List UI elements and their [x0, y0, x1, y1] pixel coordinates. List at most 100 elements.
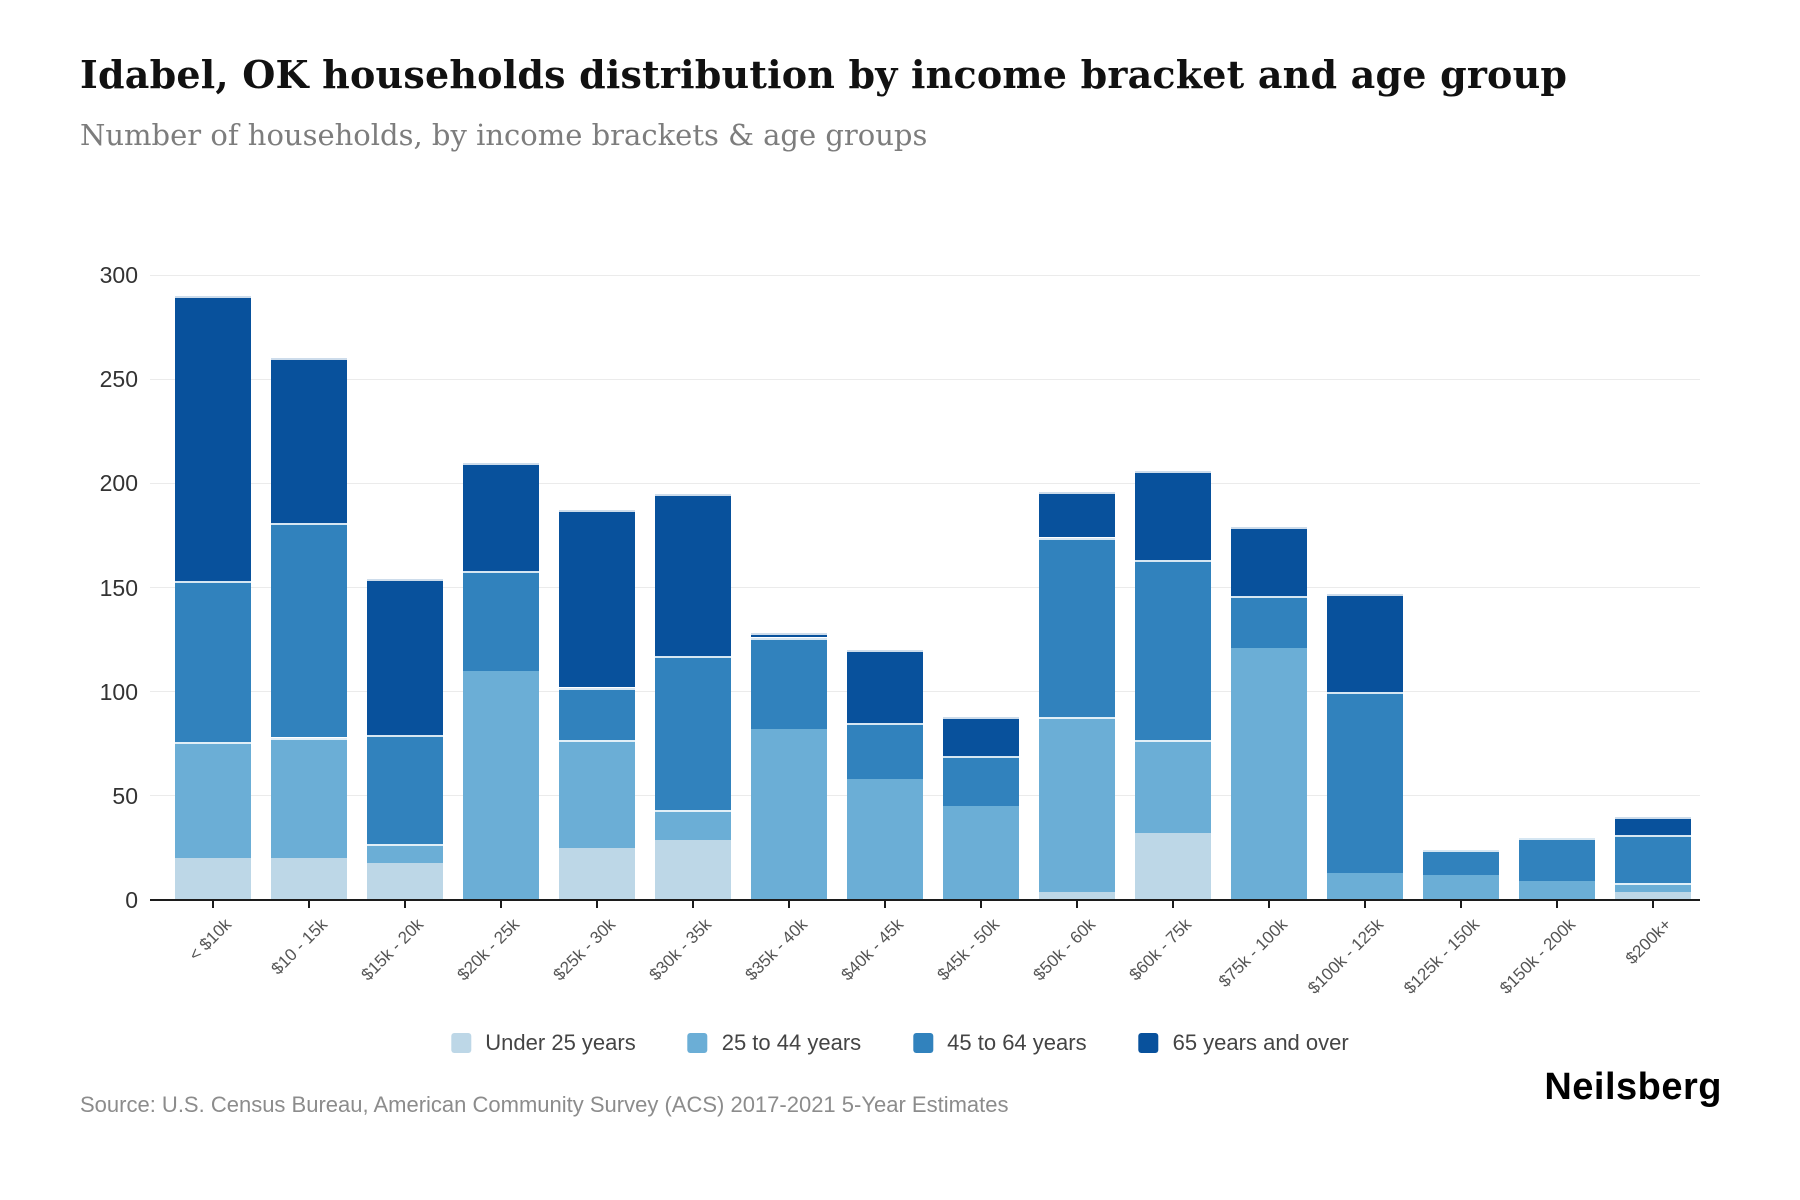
legend-swatch-icon [451, 1033, 472, 1053]
bar-segment-45-to-64-years[interactable] [1615, 835, 1691, 884]
bar-stack-$40k - 45k [847, 0, 923, 900]
bar-stack-$15k - 20k [367, 0, 443, 900]
bar-stack-$125k - 150k [1423, 0, 1499, 900]
bar-segment-under-25-years[interactable] [1039, 891, 1115, 900]
x-axis-tickmark [1364, 901, 1366, 908]
bar-segment-45-to-64-years[interactable] [1231, 595, 1307, 648]
bar-stack-$45k - 50k [943, 0, 1019, 900]
y-axis-tick-200: 200 [99, 470, 138, 497]
bar-segment-45-to-64-years[interactable] [655, 656, 731, 811]
legend: Under 25 years 25 to 44 years 45 to 64 yea… [451, 1030, 1349, 1056]
bar-segment-65-years-and-over[interactable] [175, 295, 251, 582]
bar-segment-25-to-44-years[interactable] [175, 741, 251, 859]
bar-segment-45-to-64-years[interactable] [271, 522, 347, 738]
y-axis-tick-300: 300 [99, 262, 138, 288]
legend-item-under-25-years[interactable]: Under 25 years [451, 1030, 636, 1056]
y-axis-tick-50: 50 [112, 782, 138, 809]
legend-item-65-years-and-over[interactable]: 65 years and over [1138, 1030, 1349, 1056]
bar-segment-under-25-years[interactable] [175, 858, 251, 900]
bar-stack-$150k - 200k [1519, 0, 1595, 900]
bar-segment-65-years-and-over[interactable] [1615, 816, 1691, 836]
bar-stack-$30k - 35k [655, 0, 731, 900]
bar-segment-45-to-64-years[interactable] [1327, 691, 1403, 873]
y-axis-tick-0: 0 [125, 887, 138, 913]
legend-swatch-icon [1138, 1033, 1159, 1053]
bar-segment-45-to-64-years[interactable] [1519, 837, 1595, 882]
bar-segment-45-to-64-years[interactable] [1423, 850, 1499, 875]
bar-segment-45-to-64-years[interactable] [175, 581, 251, 742]
x-axis-tickmark [1076, 901, 1078, 908]
bar-stack-$50k - 60k [1039, 0, 1115, 900]
bar-segment-25-to-44-years[interactable] [559, 739, 635, 848]
bar-segment-25-to-44-years[interactable] [1327, 872, 1403, 900]
bar-segment-25-to-44-years[interactable] [1615, 883, 1691, 892]
bar-segment-25-to-44-years[interactable] [463, 670, 539, 900]
x-axis-tickmark [212, 901, 214, 908]
legend-swatch-icon [687, 1033, 708, 1053]
gridline-y-200 [150, 482, 1700, 484]
bar-segment-25-to-44-years[interactable] [1039, 716, 1115, 892]
bar-segment-under-25-years[interactable] [559, 847, 635, 900]
bar-segment-25-to-44-years[interactable] [1135, 739, 1211, 834]
bar-segment-45-to-64-years[interactable] [367, 735, 443, 844]
chart-subtitle: Number of households, by income brackets… [80, 118, 928, 152]
x-axis-tickmark [404, 901, 406, 908]
bar-segment-25-to-44-years[interactable] [1519, 881, 1595, 900]
bar-segment-25-to-44-years[interactable] [655, 810, 731, 840]
bar-stack-< $10k [175, 0, 251, 900]
gridline-y-150 [150, 587, 1700, 588]
bar-segment-65-years-and-over[interactable] [1327, 593, 1403, 692]
bar-segment-65-years-and-over[interactable] [1231, 527, 1307, 596]
bar-segment-65-years-and-over[interactable] [847, 650, 923, 723]
bar-segment-45-to-64-years[interactable] [943, 756, 1019, 807]
x-axis-tickmark [1652, 901, 1654, 908]
legend-label: 25 to 44 years [721, 1030, 862, 1055]
y-axis-tick-100: 100 [99, 678, 138, 705]
bar-segment-25-to-44-years[interactable] [943, 806, 1019, 900]
bar-segment-65-years-and-over[interactable] [367, 579, 443, 736]
bar-stack-$60k - 75k [1135, 0, 1211, 900]
x-axis-tickmark [1268, 901, 1270, 908]
bar-segment-65-years-and-over[interactable] [751, 633, 827, 638]
bar-segment-45-to-64-years[interactable] [1039, 537, 1115, 717]
source-attribution: Source: U.S. Census Bureau, American Com… [80, 1092, 1009, 1117]
bar-segment-under-25-years[interactable] [271, 858, 347, 900]
bar-segment-25-to-44-years[interactable] [271, 737, 347, 859]
gridline-y-250 [150, 378, 1700, 380]
x-axis-tickmark [788, 901, 790, 908]
bar-segment-25-to-44-years[interactable] [1423, 875, 1499, 900]
bar-segment-65-years-and-over[interactable] [943, 716, 1019, 757]
bar-segment-45-to-64-years[interactable] [559, 687, 635, 740]
bar-segment-65-years-and-over[interactable] [463, 462, 539, 571]
legend-item-45-to-64-years[interactable]: 45 to 64 years [913, 1030, 1087, 1056]
bar-segment-65-years-and-over[interactable] [1135, 470, 1211, 561]
bar-segment-25-to-44-years[interactable] [751, 729, 827, 900]
bar-stack-$35k - 40k [751, 0, 827, 900]
legend-item-25-to-44-years[interactable]: 25 to 44 years [687, 1030, 862, 1056]
bar-segment-45-to-64-years[interactable] [751, 637, 827, 730]
bar-segment-under-25-years[interactable] [1135, 833, 1211, 900]
bar-segment-45-to-64-years[interactable] [463, 570, 539, 671]
bar-segment-65-years-and-over[interactable] [655, 493, 731, 657]
bar-stack-$25k - 30k [559, 0, 635, 900]
bar-stack-$10 - 15k [271, 0, 347, 900]
bar-segment-under-25-years[interactable] [655, 839, 731, 900]
legend-label: 45 to 64 years [947, 1030, 1087, 1055]
x-axis-tickmark [1460, 901, 1462, 908]
x-axis-tickmark [980, 901, 982, 908]
bar-segment-25-to-44-years[interactable] [367, 843, 443, 863]
bar-segment-65-years-and-over[interactable] [559, 510, 635, 688]
y-axis-tick-150: 150 [99, 574, 138, 601]
bar-segment-25-to-44-years[interactable] [1231, 647, 1307, 900]
legend-swatch-icon [913, 1033, 934, 1053]
bar-segment-under-25-years[interactable] [367, 862, 443, 900]
bar-segment-under-25-years[interactable] [1615, 891, 1691, 900]
bar-segment-45-to-64-years[interactable] [1135, 560, 1211, 740]
x-axis-tickmark [596, 901, 598, 908]
bar-segment-25-to-44-years[interactable] [847, 779, 923, 900]
bar-segment-45-to-64-years[interactable] [847, 722, 923, 780]
bar-segment-65-years-and-over[interactable] [1039, 491, 1115, 538]
bar-segment-65-years-and-over[interactable] [271, 358, 347, 523]
